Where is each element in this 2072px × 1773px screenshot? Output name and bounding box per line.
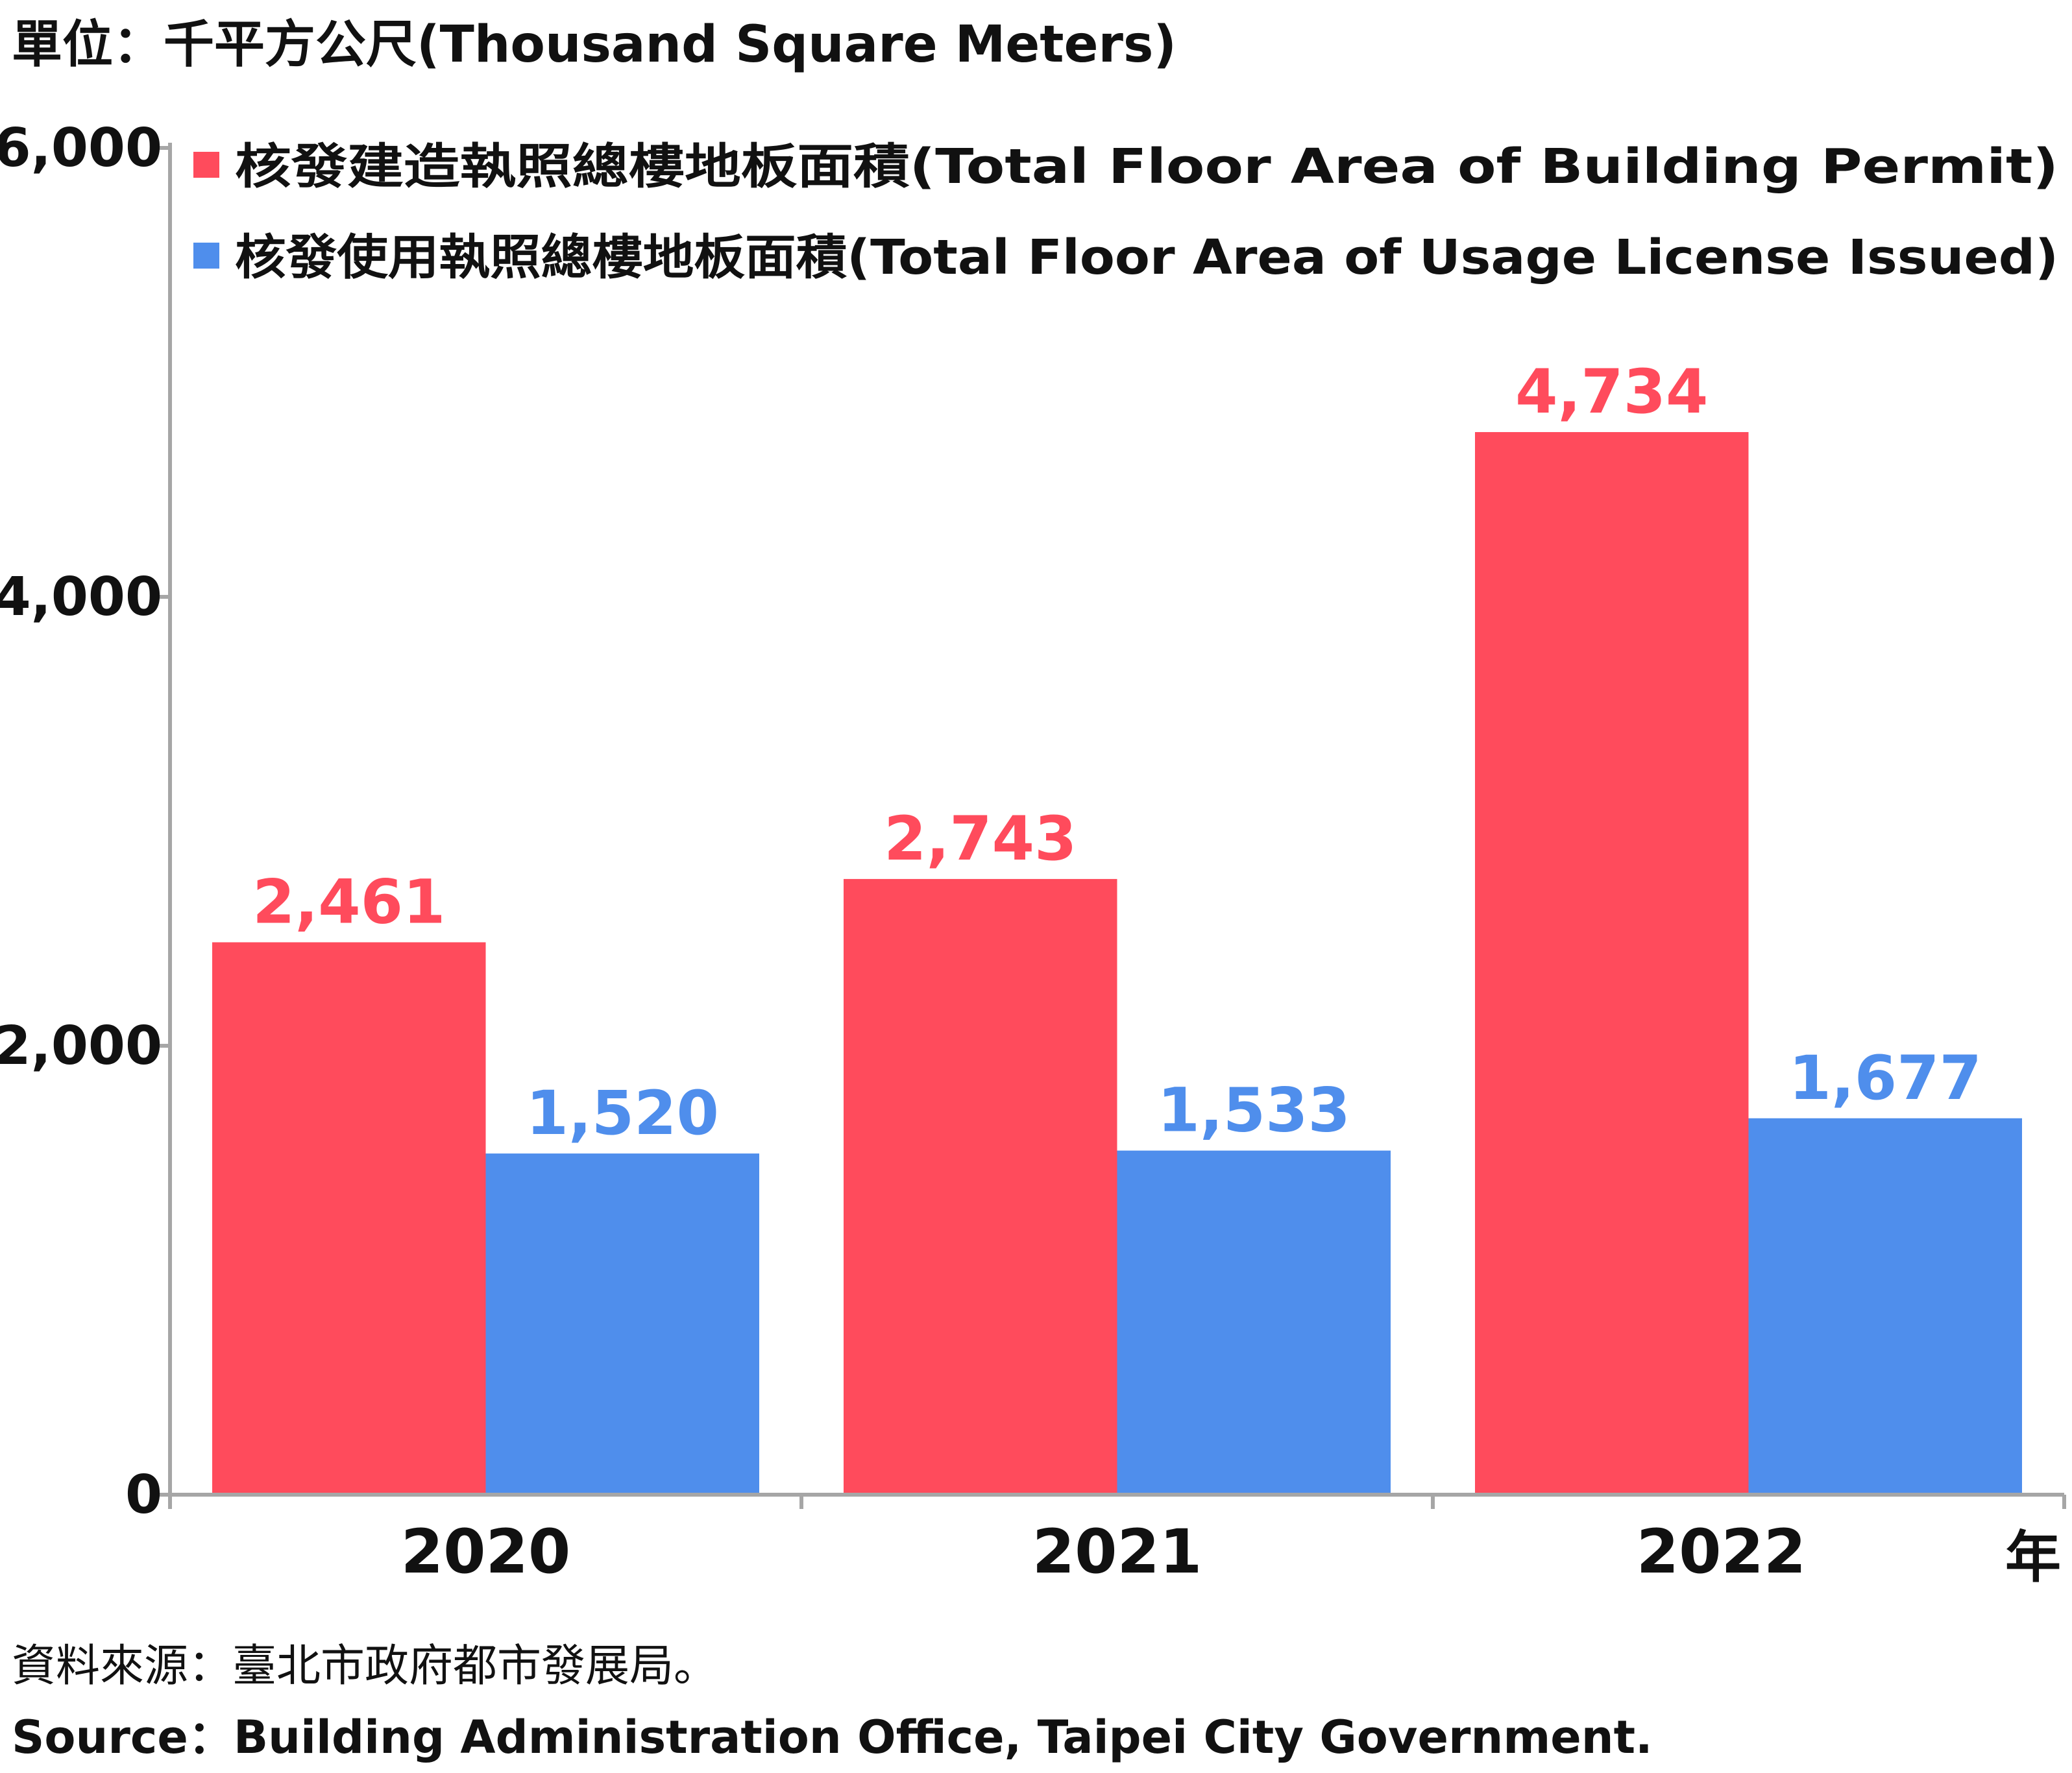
- unit-label: 單位：千平方公尺(Thousand Square Meters): [12, 16, 1177, 74]
- bar-usage-license-2020: [485, 1153, 759, 1495]
- bar-building-permit-2022: [1475, 432, 1749, 1495]
- bar-building-permit-2020: [212, 942, 486, 1495]
- legend-swatch: [193, 243, 219, 269]
- data-label: 1,533: [1158, 1076, 1350, 1146]
- bar-building-permit-2021: [844, 878, 1117, 1495]
- bar-usage-license-2021: [1117, 1150, 1391, 1495]
- x-tick-label: 2020: [401, 1517, 571, 1587]
- legend-entry: 核發建造執照總樓地板面積(Total Floor Area of Buildin…: [235, 139, 2058, 195]
- y-tick-label: 0: [125, 1464, 162, 1526]
- legend-entry: 核發使用執照總樓地板面積(Total Floor Area of Usage L…: [235, 230, 2058, 285]
- y-tick-label: 6,000: [0, 117, 162, 179]
- data-label: 2,461: [252, 867, 445, 937]
- bar-usage-license-2022: [1748, 1118, 2022, 1495]
- data-label: 1,677: [1789, 1043, 1982, 1114]
- x-tick-label: 2022: [1637, 1517, 1807, 1587]
- data-label: 1,520: [526, 1078, 719, 1149]
- legend-swatch: [193, 152, 219, 178]
- data-label: 2,743: [884, 804, 1077, 874]
- source-note-zh: 資料來源：臺北市政府都市發展局。: [12, 1641, 718, 1692]
- x-axis-label: 年: [2005, 1525, 2061, 1590]
- y-tick-label: 4,000: [0, 566, 162, 628]
- data-label: 4,734: [1515, 357, 1708, 428]
- y-tick-label: 2,000: [0, 1015, 162, 1077]
- source-note-en: Source：Building Administration Office, T…: [12, 1711, 1653, 1764]
- x-tick-label: 2021: [1032, 1517, 1202, 1587]
